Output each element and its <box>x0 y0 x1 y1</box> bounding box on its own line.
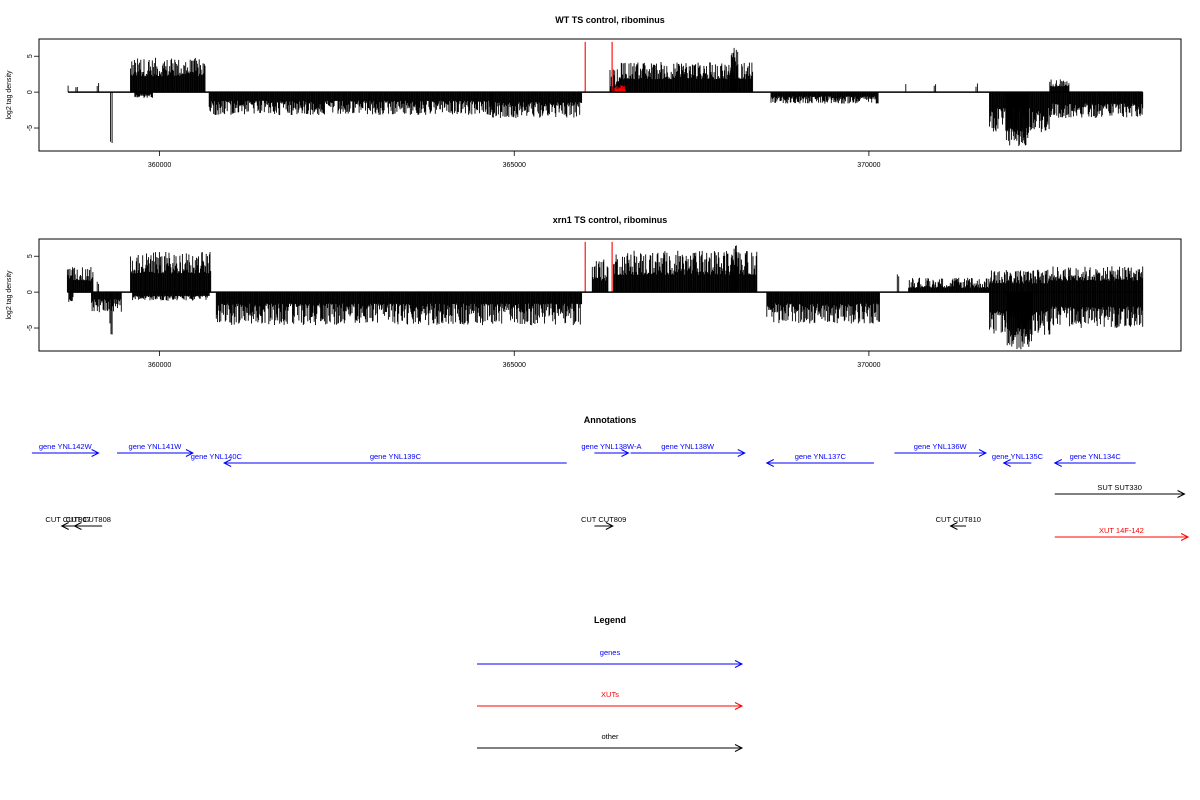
y-tick-label: 5 <box>27 254 34 258</box>
annotation-feature: CUT CUT809 <box>581 515 626 530</box>
annotation-arrow-head <box>621 449 630 457</box>
panel-title-wt: WT TS control, ribominus <box>555 15 665 25</box>
annotation-arrow-head <box>1053 459 1062 467</box>
y-tick-label: -5 <box>27 325 34 331</box>
annotation-arrow-head <box>185 449 195 457</box>
annotation-feature: CUT CUT810 <box>936 515 981 530</box>
annotation-feature: gene YNL140C <box>191 452 243 461</box>
panel-title-xrn1: xrn1 TS control, ribominus <box>553 215 668 225</box>
annotation-label: gene YNL138W <box>661 442 715 451</box>
annotation-label: gene YNL138W-A <box>581 442 641 451</box>
panel-xrn1-bars <box>66 241 1144 350</box>
panel-wt-bars <box>67 41 1144 146</box>
panel-wt: WT TS control, ribominus 360000 365000 370… <box>6 15 1182 169</box>
annotation-feature: CUT CUT808 <box>66 515 111 530</box>
annotation-arrow-head <box>1177 490 1186 498</box>
annotation-label: CUT CUT810 <box>936 515 981 524</box>
x-tick-label: 370000 <box>857 362 880 369</box>
legend-entry: genes <box>477 648 744 668</box>
legend-entries: genes XUTs other <box>477 648 744 752</box>
legend-label: genes <box>600 648 621 657</box>
panel-wt-axes: 360000 365000 370000 -5 0 5 <box>27 54 881 169</box>
annotation-label: SUT SUT330 <box>1097 483 1141 492</box>
annotation-arrow-head <box>605 522 614 530</box>
x-tick-label: 365000 <box>503 162 526 169</box>
legend-label: XUTs <box>601 690 619 699</box>
annotation-arrow-head <box>91 449 100 457</box>
panel-xrn1: xrn1 TS control, ribominus 360000 365000 3… <box>6 215 1182 369</box>
panel-xrn1-axes: 360000 365000 370000 -5 0 5 <box>27 254 881 369</box>
annotation-arrow-head <box>1002 459 1011 467</box>
annotation-feature: gene YNL139C <box>223 452 567 467</box>
annotation-arrow-head <box>737 449 746 457</box>
annotation-label: CUT CUT807 <box>45 515 90 524</box>
annotation-label: gene YNL139C <box>370 452 422 461</box>
legend-label: other <box>601 732 619 741</box>
y-tick-label: 5 <box>27 54 34 58</box>
annotations-title: Annotations <box>584 415 637 425</box>
annotation-label: gene YNL141W <box>129 442 183 451</box>
annotation-label: gene YNL142W <box>39 442 93 451</box>
annotations-track: Annotations gene YNL142W gene YNL141Wgene… <box>31 415 1190 541</box>
annotation-feature: gene YNL137C <box>765 452 874 467</box>
y-tick-label: -5 <box>27 125 34 131</box>
annotation-arrow-head <box>765 459 774 467</box>
panel-xrn1-frame <box>38 238 1182 352</box>
panel-xrn1-ylabel: log2 tag density <box>6 270 13 320</box>
annotation-arrow-head <box>949 522 958 530</box>
legend-arrow-head <box>734 744 744 752</box>
annotation-feature: gene YNL136W <box>894 442 988 457</box>
legend-arrow-head <box>734 660 744 668</box>
annotation-label: CUT CUT809 <box>581 515 626 524</box>
annotation-label: XUT 14F-142 <box>1099 526 1144 535</box>
x-tick-label: 365000 <box>503 362 526 369</box>
annotation-label: gene YNL140C <box>191 452 243 461</box>
y-tick-label: 0 <box>27 90 34 94</box>
annotation-feature: XUT 14F-142 <box>1054 526 1190 541</box>
panel-wt-frame <box>38 38 1182 152</box>
annotation-arrow-head <box>1180 533 1190 541</box>
annotation-feature: gene YNL142W <box>31 442 100 457</box>
x-tick-label: 360000 <box>148 362 171 369</box>
annotation-label: CUT CUT808 <box>66 515 111 524</box>
annotation-arrow-head <box>978 449 988 457</box>
legend-entry: XUTs <box>477 690 744 710</box>
legend-title: Legend <box>594 615 626 625</box>
annotation-arrow-head <box>73 522 82 530</box>
x-tick-label: 360000 <box>148 162 171 169</box>
legend: Legend genes XUTs other <box>477 615 744 752</box>
annotation-arrow-head <box>60 522 69 530</box>
annotation-feature: gene YNL138W <box>630 442 746 457</box>
panel-wt-ylabel: log2 tag density <box>6 70 13 120</box>
annotation-label: gene YNL135C <box>992 452 1044 461</box>
annotation-arrow-head <box>223 459 232 467</box>
annotation-label: gene YNL136W <box>914 442 968 451</box>
annotation-feature: gene YNL141W <box>117 442 195 457</box>
annotation-label: gene YNL137C <box>795 452 847 461</box>
annotation-feature: SUT SUT330 <box>1054 483 1186 498</box>
annotation-feature: CUT CUT807 <box>45 515 91 530</box>
annotation-feature: gene YNL138W-A <box>581 442 642 457</box>
y-tick-label: 0 <box>27 290 34 294</box>
annotation-label: gene YNL134C <box>1070 452 1122 461</box>
x-tick-label: 370000 <box>857 162 880 169</box>
annotation-feature: gene YNL134C <box>1053 452 1136 467</box>
legend-arrow-head <box>734 702 744 710</box>
annotation-feature: gene YNL135C <box>992 452 1044 467</box>
annotation-features: gene YNL142W gene YNL141W gene YNL140C gene… <box>31 442 1190 541</box>
legend-entry: other <box>477 732 744 752</box>
